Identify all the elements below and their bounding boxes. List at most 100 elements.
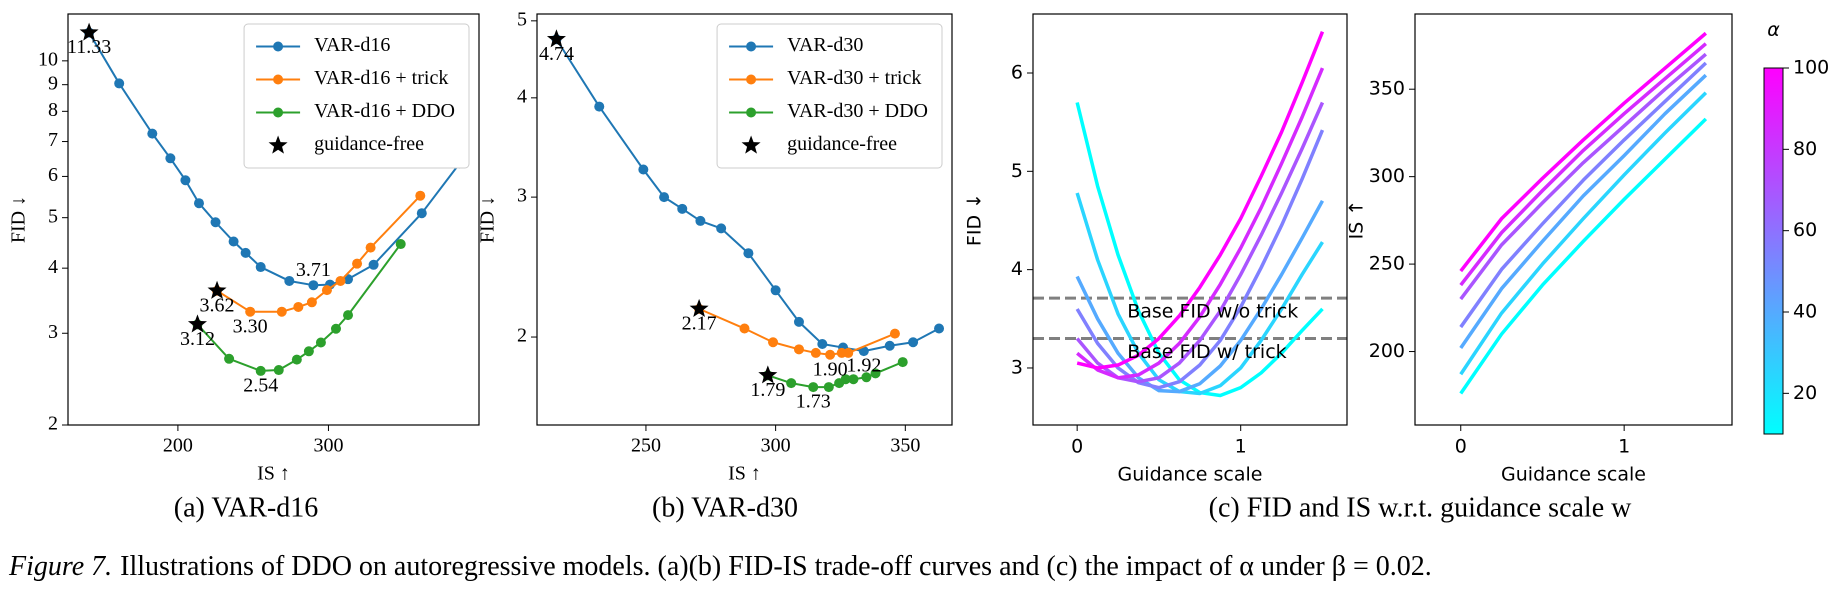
point-marker [889,328,900,339]
point-marker [415,190,426,201]
y-tick-label: 6 [1011,61,1023,83]
point-marker [677,203,688,214]
annotation: 2.54 [243,375,278,397]
annotation: 1.92 [846,355,881,377]
point-marker [165,153,176,164]
annotation: 3.30 [233,315,268,337]
reference-label: Base FID w/ trick [1127,341,1286,363]
colorbar-tick-label: 80 [1793,138,1817,160]
legend-marker [273,41,284,52]
colorbar-tick-label: 20 [1793,382,1817,404]
subcaption: (c) FID and IS w.r.t. guidance scale w [1209,492,1633,523]
y-tick-label: 8 [48,99,58,121]
point-marker [335,275,346,286]
point-marker [284,275,295,286]
point-marker [193,198,204,209]
subcaption: (b) VAR-d30 [652,492,798,523]
point-marker [825,349,836,360]
y-tick-label: 6 [48,164,58,186]
y-axis-label: IS ↑ [1346,200,1368,240]
point-marker [808,382,819,393]
point-marker [823,382,834,393]
point-marker [308,280,319,291]
x-tick-label: 200 [163,435,193,457]
point-marker [255,262,266,273]
point-marker [352,258,363,269]
annotation: 4.74 [539,43,574,65]
point-marker [293,301,304,312]
plot-frame [67,13,480,426]
x-axis-label: IS ↑ [728,463,761,485]
x-tick-label: 350 [890,435,920,457]
legend-marker [746,107,757,118]
point-marker [908,337,919,348]
annotation: 1.79 [750,379,785,401]
point-marker [330,323,341,334]
legend-label: guidance-free [787,133,897,155]
y-tick-label: 2 [517,325,527,347]
x-tick-label: 300 [313,435,343,457]
point-marker [817,339,828,350]
series-line [1459,73,1708,350]
legend-label: VAR-d30 + DDO [787,100,928,122]
point-marker [897,357,908,368]
star-marker [207,280,227,299]
series-line [1076,67,1325,380]
point-marker [114,78,125,89]
series-line [1459,91,1708,376]
plot-area [1033,31,1347,398]
legend-box [716,23,943,169]
series-line [1459,52,1707,301]
series-line [1075,192,1324,396]
colorbar-tick-label: 100 [1793,57,1829,79]
chart-c-is: 0 1 200 250 300 350 Guidance scale IS ↑ 20 40 60 80… [1346,13,1829,486]
point-marker [303,346,314,357]
y-axis-label: FID ↓ [8,196,30,243]
y-tick-label: 10 [38,48,58,70]
y-tick-label: 5 [1011,160,1023,182]
series-line [555,38,940,353]
point-marker [315,337,326,348]
point-marker [147,128,158,139]
series-line [1076,31,1325,370]
point-marker [840,374,851,385]
caption-text: Illustrations of DDO on autoregressive m… [120,551,1432,582]
point-marker [768,337,779,348]
point-marker [291,354,302,365]
caption-label: Figure 7. [8,551,112,582]
point-marker [739,323,750,334]
point-marker [245,306,256,317]
point-marker [786,378,797,389]
plot-area [546,29,945,393]
star-marker [689,298,709,317]
series-line [1075,129,1325,390]
star-marker [79,22,99,41]
colorbar [1763,67,1784,435]
annotation: 2.17 [682,312,717,334]
y-tick-label: 4 [48,256,58,278]
star-marker [758,365,778,384]
legend-label: VAR-d16 [314,34,390,56]
legend-marker [273,74,284,85]
point-marker [210,217,221,228]
series-line [1459,31,1707,273]
star-marker [187,314,207,333]
y-tick-label: 9 [48,72,58,94]
point-marker [276,306,287,317]
point-marker [343,310,354,321]
colorbar-tick-label: 60 [1793,219,1817,241]
series-line [1459,117,1708,395]
x-tick-label: 0 [1455,436,1467,458]
point-marker [395,239,406,250]
legend-marker [268,135,288,154]
x-axis-label: IS ↑ [257,463,290,485]
colorbar-label: α [1767,19,1780,41]
reference-label: Base FID w/o trick [1127,301,1298,323]
x-axis-label: Guidance scale [1501,464,1646,486]
point-marker [810,347,821,358]
plot-area [1459,31,1708,395]
y-tick-label: 350 [1369,78,1405,100]
series-line [1459,42,1707,287]
